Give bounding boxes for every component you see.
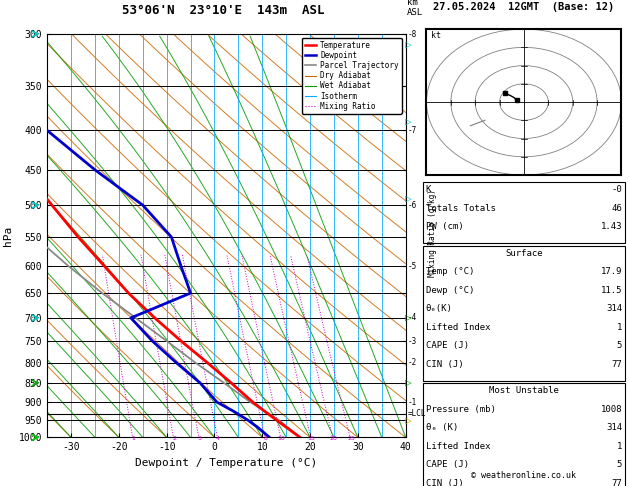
- Text: 4: 4: [216, 436, 220, 441]
- Text: 1.43: 1.43: [601, 222, 622, 231]
- Text: 1: 1: [131, 436, 135, 441]
- Text: 1008: 1008: [601, 405, 622, 414]
- Text: kt: kt: [431, 31, 442, 40]
- Text: 314: 314: [606, 423, 622, 433]
- Text: ▷: ▷: [406, 313, 412, 323]
- Text: CAPE (J): CAPE (J): [426, 341, 469, 350]
- Text: -8: -8: [408, 30, 417, 38]
- Text: 20: 20: [330, 436, 337, 441]
- Legend: Temperature, Dewpoint, Parcel Trajectory, Dry Adiabat, Wet Adiabat, Isotherm, Mi: Temperature, Dewpoint, Parcel Trajectory…: [302, 38, 402, 114]
- Text: 1: 1: [616, 323, 622, 332]
- Text: © weatheronline.co.uk: © weatheronline.co.uk: [472, 470, 576, 480]
- Text: -2: -2: [408, 358, 417, 367]
- Text: Lifted Index: Lifted Index: [426, 323, 491, 332]
- Text: -0: -0: [611, 185, 622, 194]
- Text: -4: -4: [408, 313, 417, 322]
- Text: 17.9: 17.9: [601, 267, 622, 277]
- Text: 5: 5: [616, 341, 622, 350]
- Text: Most Unstable: Most Unstable: [489, 386, 559, 396]
- Text: 2: 2: [172, 436, 176, 441]
- Text: Mixing Ratio (g/kg): Mixing Ratio (g/kg): [428, 190, 437, 277]
- Text: 5: 5: [616, 460, 622, 469]
- Text: θₑ (K): θₑ (K): [426, 423, 458, 433]
- Text: Totals Totals: Totals Totals: [426, 204, 496, 213]
- Text: ▷: ▷: [406, 193, 412, 204]
- Text: 27.05.2024  12GMT  (Base: 12): 27.05.2024 12GMT (Base: 12): [433, 2, 615, 12]
- Text: 46: 46: [611, 204, 622, 213]
- Text: -7: -7: [408, 126, 417, 135]
- Text: 3: 3: [198, 436, 201, 441]
- Text: CIN (J): CIN (J): [426, 360, 464, 369]
- Text: ▷: ▷: [406, 40, 412, 50]
- Text: ▷: ▷: [406, 378, 412, 388]
- Text: 11.5: 11.5: [601, 286, 622, 295]
- Text: -5: -5: [408, 262, 417, 271]
- Text: -3: -3: [408, 336, 417, 346]
- Text: 15: 15: [308, 436, 315, 441]
- Text: km
ASL: km ASL: [407, 0, 423, 17]
- Text: PW (cm): PW (cm): [426, 222, 464, 231]
- Text: K: K: [426, 185, 431, 194]
- Y-axis label: hPa: hPa: [3, 226, 13, 246]
- Text: 314: 314: [606, 304, 622, 313]
- Text: ▷: ▷: [406, 117, 412, 127]
- Text: θₑ(K): θₑ(K): [426, 304, 453, 313]
- X-axis label: Dewpoint / Temperature (°C): Dewpoint / Temperature (°C): [135, 458, 318, 468]
- Text: CAPE (J): CAPE (J): [426, 460, 469, 469]
- Text: -1: -1: [408, 398, 417, 407]
- Text: 8: 8: [264, 436, 267, 441]
- Text: =LCL: =LCL: [408, 409, 426, 418]
- Text: 25: 25: [347, 436, 355, 441]
- Text: 10: 10: [277, 436, 286, 441]
- Text: 77: 77: [611, 360, 622, 369]
- Text: -6: -6: [408, 201, 417, 209]
- Text: Pressure (mb): Pressure (mb): [426, 405, 496, 414]
- Text: ▷: ▷: [406, 415, 412, 425]
- Text: Dewp (°C): Dewp (°C): [426, 286, 474, 295]
- Text: 53°06'N  23°10'E  143m  ASL: 53°06'N 23°10'E 143m ASL: [122, 4, 325, 17]
- Text: 77: 77: [611, 479, 622, 486]
- Text: CIN (J): CIN (J): [426, 479, 464, 486]
- Text: 1: 1: [616, 442, 622, 451]
- Text: Surface: Surface: [505, 249, 543, 258]
- Text: Lifted Index: Lifted Index: [426, 442, 491, 451]
- Text: Temp (°C): Temp (°C): [426, 267, 474, 277]
